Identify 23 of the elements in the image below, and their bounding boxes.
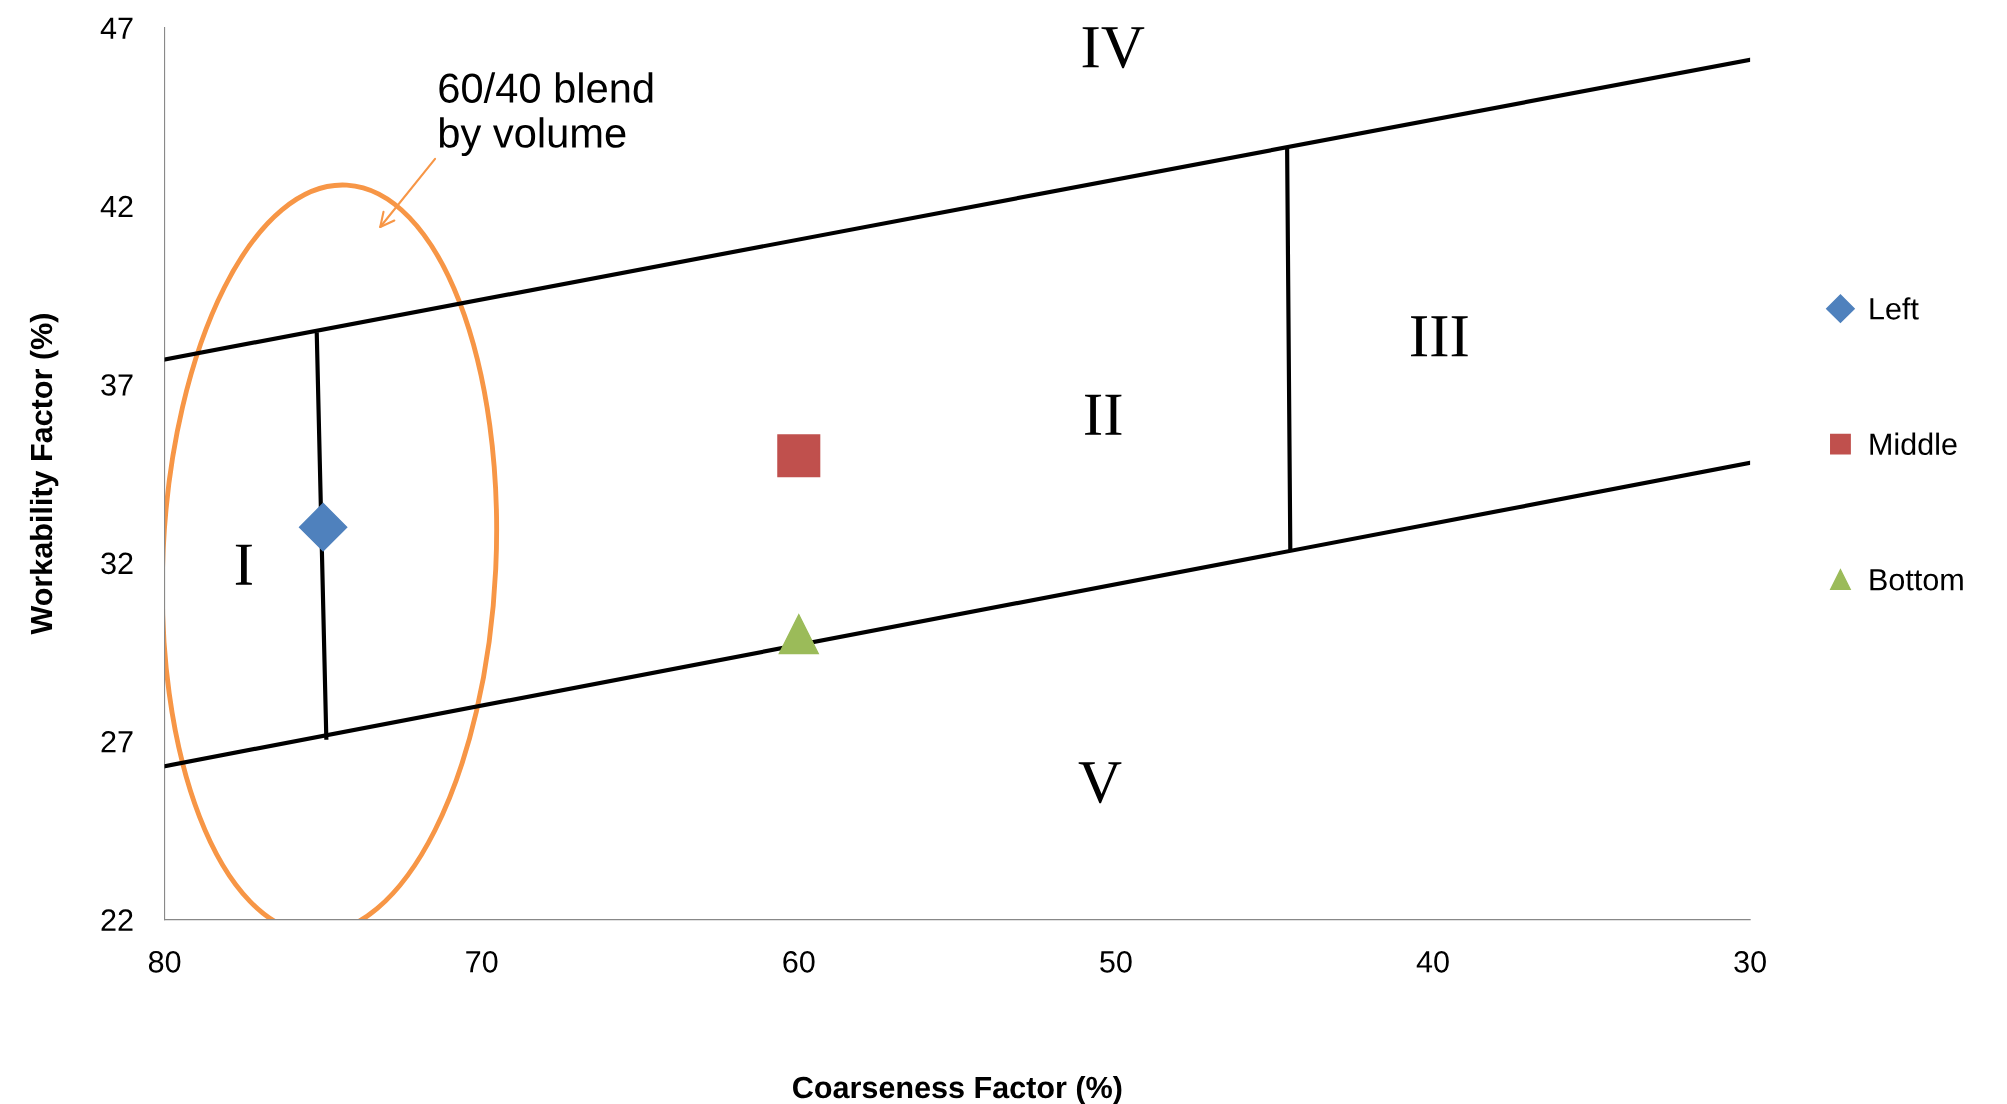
annotation: IV xyxy=(1082,27,1145,69)
y-tick-label: 32 xyxy=(101,552,133,575)
legend-label: Left xyxy=(1870,297,1919,320)
x-tick-label: 80 xyxy=(148,950,181,973)
y-tick-label: 27 xyxy=(101,730,133,753)
x-tick-label: 60 xyxy=(783,950,815,973)
legend-label: Bottom xyxy=(1870,569,1963,591)
annotation: II xyxy=(1085,394,1122,435)
annotation: III xyxy=(1411,316,1468,357)
y-tick-label: 22 xyxy=(101,909,133,931)
legend-label: Middle xyxy=(1870,432,1957,456)
y-tick-label: 47 xyxy=(100,17,133,39)
y-tick-label: 42 xyxy=(100,195,133,218)
x-tick-label: 30 xyxy=(1734,950,1766,973)
annotation: V xyxy=(1078,762,1122,804)
x-tick-label: 70 xyxy=(466,950,498,973)
annotation: 60/40 blend by volume xyxy=(439,72,653,157)
x-tick-label: 40 xyxy=(1416,950,1449,973)
annotation: I xyxy=(235,544,252,585)
x-tick-label: 50 xyxy=(1100,950,1132,973)
x-axis-title: Coarseness Factor (%) xyxy=(793,1075,1122,1104)
y-axis-title: Workability Factor (%) xyxy=(29,314,59,635)
y-tick-label: 37 xyxy=(101,374,133,396)
